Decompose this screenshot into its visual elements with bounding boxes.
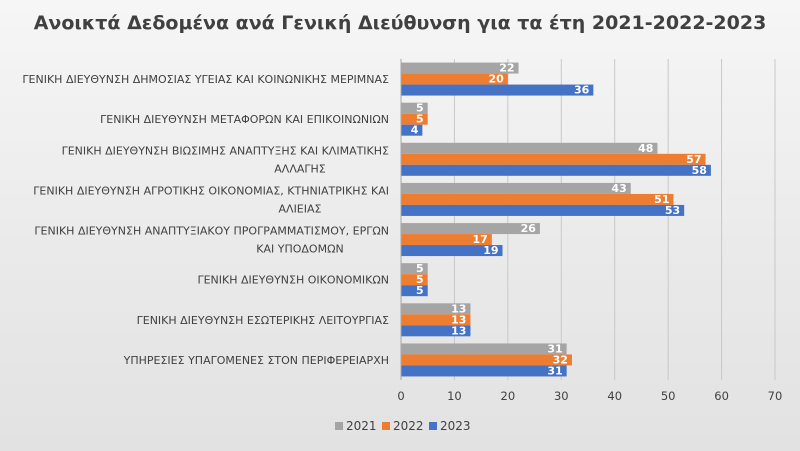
x-tick-label: 30: [554, 389, 569, 403]
category-label: ΓΕΝΙΚΗ ΔΙΕΥΘΥΝΣΗ ΑΓΡΟΤΙΚΗΣ ΟΙΚΟΝΟΜΙΑΣ, Κ…: [33, 184, 389, 215]
bar-2021: [401, 343, 567, 355]
legend-swatch-2023: [429, 422, 437, 430]
x-tick-label: 20: [501, 389, 516, 403]
data-label: 43: [611, 182, 626, 195]
bar-2021: [401, 62, 519, 74]
x-tick-label: 0: [397, 389, 404, 403]
bar-2021: [401, 182, 631, 194]
category-label-line: ΓΕΝΙΚΗ ΔΙΕΥΘΥΝΣΗ ΔΗΜΟΣΙΑΣ ΥΓΕΙΑΣ ΚΑΙ ΚΟΙ…: [22, 73, 389, 86]
data-label: 13: [451, 302, 466, 315]
bar-2023: [401, 124, 423, 136]
bar-2022: [401, 193, 674, 205]
legend-entry-2022: 2022: [393, 419, 424, 433]
category-label-line: ΥΠΗΡΕΣΙΕΣ ΥΠΑΓΟΜΕΝΕΣ ΣΤΟΝ ΠΕΡΙΦΕΡΕΙΑΡΧΗ: [123, 354, 389, 367]
category-label-line: ΓΕΝΙΚΗ ΔΙΕΥΘΥΝΣΗ ΒΙΩΣΙΜΗΣ ΑΝΑΠΤΥΞΗΣ ΚΑΙ …: [62, 144, 389, 157]
category-label-line: ΓΕΝΙΚΗ ΔΙΕΥΘΥΝΣΗ ΕΣΩΤΕΡΙΚΗΣ ΛΕΙΤΟΥΡΓΙΑΣ: [137, 314, 389, 327]
category-label: ΓΕΝΙΚΗ ΔΙΕΥΘΥΝΣΗ ΕΣΩΤΕΡΙΚΗΣ ΛΕΙΤΟΥΡΓΙΑΣ: [137, 314, 389, 327]
x-tick-label: 60: [714, 389, 729, 403]
bar-2021: [401, 102, 428, 114]
data-label: 19: [483, 244, 498, 257]
bar-2023: [401, 84, 594, 96]
category-label-line: ΓΕΝΙΚΗ ΔΙΕΥΘΥΝΣΗ ΟΙΚΟΝΟΜΙΚΩΝ: [197, 274, 389, 287]
bar-2022: [401, 274, 428, 286]
bar-2022: [401, 314, 471, 326]
data-label: 53: [665, 204, 680, 217]
data-label: 5: [416, 273, 424, 286]
bar-2023: [401, 325, 471, 337]
data-label: 5: [416, 113, 424, 126]
category-label: ΥΠΗΡΕΣΙΕΣ ΥΠΑΓΟΜΕΝΕΣ ΣΤΟΝ ΠΕΡΙΦΕΡΕΙΑΡΧΗ: [123, 354, 389, 367]
data-label: 20: [489, 73, 505, 86]
data-label: 22: [499, 62, 514, 75]
bar-2021: [401, 263, 428, 275]
category-label-line: ΑΛΛΑΓΗΣ: [274, 162, 325, 175]
bar-2023: [401, 245, 503, 257]
gridlines: [453, 59, 776, 380]
bar-2023: [401, 365, 567, 377]
data-label: 17: [473, 233, 488, 246]
legend-swatch-2022: [382, 422, 390, 430]
data-label: 5: [416, 102, 424, 115]
category-label: ΓΕΝΙΚΗ ΔΙΕΥΘΥΝΣΗ ΟΙΚΟΝΟΜΙΚΩΝ: [197, 274, 389, 287]
category-label-line: ΓΕΝΙΚΗ ΔΙΕΥΘΥΝΣΗ ΑΓΡΟΤΙΚΗΣ ΟΙΚΟΝΟΜΙΑΣ, Κ…: [33, 184, 389, 197]
data-label: 31: [547, 364, 562, 377]
bar-2022: [401, 354, 572, 366]
bars: 2220365544857584351532617195551313133132…: [401, 62, 711, 377]
bar-2023: [401, 164, 711, 176]
bar-2023: [401, 285, 428, 297]
x-tick-label: 50: [661, 389, 676, 403]
data-label: 13: [451, 313, 466, 326]
data-label: 5: [416, 262, 424, 275]
data-label: 31: [547, 342, 562, 355]
category-label: ΓΕΝΙΚΗ ΔΙΕΥΘΥΝΣΗ ΒΙΩΣΙΜΗΣ ΑΝΑΠΤΥΞΗΣ ΚΑΙ …: [62, 144, 389, 175]
bar-2021: [401, 142, 658, 154]
x-tick-label: 10: [447, 389, 462, 403]
data-label: 13: [451, 324, 466, 337]
data-label: 5: [416, 284, 424, 297]
legend: 2021 2022 2023: [335, 419, 471, 433]
category-label-line: ΓΕΝΙΚΗ ΔΙΕΥΘΥΝΣΗ ΜΕΤΑΦΟΡΩΝ ΚΑΙ ΕΠΙΚΟΙΝΩΝ…: [100, 113, 389, 126]
category-label: ΓΕΝΙΚΗ ΔΙΕΥΘΥΝΣΗ ΜΕΤΑΦΟΡΩΝ ΚΑΙ ΕΠΙΚΟΙΝΩΝ…: [100, 113, 389, 126]
bar-2021: [401, 223, 540, 235]
data-label: 48: [638, 142, 653, 155]
data-label: 32: [553, 353, 568, 366]
bar-2021: [401, 303, 471, 315]
data-label: 26: [521, 222, 537, 235]
bar-2022: [401, 234, 492, 246]
x-tick-label: 40: [607, 389, 622, 403]
bar-2022: [401, 73, 508, 85]
chart-title: Ανοικτά Δεδομένα ανά Γενική Διεύθυνση γι…: [33, 12, 767, 34]
category-label-line: ΚΑΙ ΥΠΟΔΟΜΩΝ: [256, 243, 343, 256]
legend-entry-2021: 2021: [346, 419, 377, 433]
data-label: 51: [654, 193, 669, 206]
x-tick-label: 70: [768, 389, 783, 403]
category-label: ΓΕΝΙΚΗ ΔΙΕΥΘΥΝΣΗ ΑΝΑΠΤΥΞΙΑΚΟΥ ΠΡΟΓΡΑΜΜΑΤ…: [34, 225, 389, 256]
data-label: 4: [411, 124, 419, 137]
axes: 0 10 20 30 40 50 60 70 ΓΕΝΙΚΗ ΔΙΕΥΘΥΝΣΗ ΔΗΜΟΣΙΑΣ…: [22, 59, 782, 403]
category-label: ΓΕΝΙΚΗ ΔΙΕΥΘΥΝΣΗ ΔΗΜΟΣΙΑΣ ΥΓΕΙΑΣ ΚΑΙ ΚΟΙ…: [22, 73, 389, 86]
bar-2022: [401, 153, 706, 165]
data-label: 36: [574, 84, 590, 97]
data-label: 58: [692, 164, 707, 177]
legend-entry-2023: 2023: [440, 419, 471, 433]
category-label-line: ΑΛΙΕΙΑΣ: [279, 202, 322, 215]
bar-2022: [401, 113, 428, 125]
data-label: 57: [686, 153, 701, 166]
category-label-line: ΓΕΝΙΚΗ ΔΙΕΥΘΥΝΣΗ ΑΝΑΠΤΥΞΙΑΚΟΥ ΠΡΟΓΡΑΜΜΑΤ…: [34, 225, 389, 238]
bar-2023: [401, 204, 685, 216]
legend-swatch-2021: [335, 422, 343, 430]
